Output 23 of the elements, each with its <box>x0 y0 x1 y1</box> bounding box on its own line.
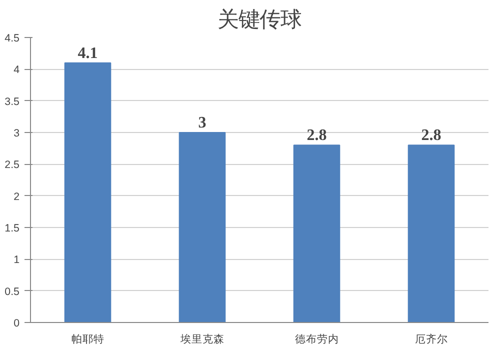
y-tick-label: 0.5 <box>4 286 20 298</box>
data-label: 3 <box>198 114 206 132</box>
y-tick-label: 1 <box>14 254 20 266</box>
y-tick-label: 0 <box>14 318 20 330</box>
bar <box>178 132 226 322</box>
y-tick-label: 4.5 <box>4 32 20 44</box>
data-label: 2.8 <box>421 127 442 144</box>
x-tick-label: 埃里克森 <box>179 332 224 346</box>
data-label: 4.1 <box>78 44 98 62</box>
y-tick-label: 3 <box>14 128 20 140</box>
x-tick-label: 帕耶特 <box>71 334 104 346</box>
data-label: 2.8 <box>306 127 327 144</box>
y-tick-label: 2.5 <box>4 159 20 172</box>
bar <box>293 144 340 322</box>
x-tick-label: 厄齐尔 <box>414 332 448 346</box>
y-tick-label: 3.5 <box>4 96 20 108</box>
y-tick-label: 1.5 <box>4 222 20 234</box>
y-tick-label: 2 <box>14 190 20 203</box>
y-tick-label: 4 <box>14 64 20 76</box>
bar <box>64 62 112 322</box>
x-tick-label: 德布劳内 <box>294 332 339 346</box>
chart-title: 关键传球 <box>218 8 302 32</box>
bar <box>408 144 455 322</box>
